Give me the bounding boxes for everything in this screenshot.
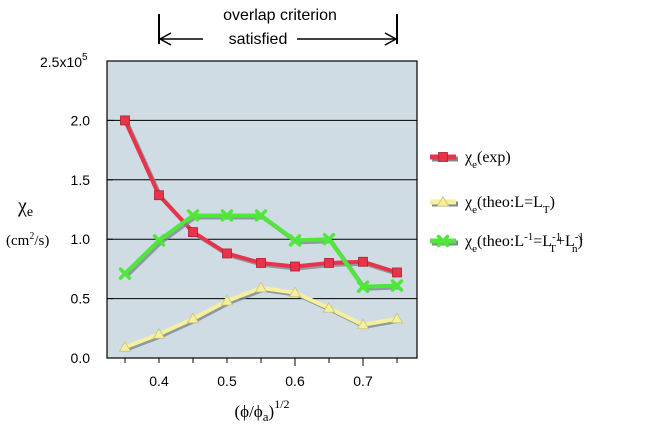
- data-point: [322, 232, 336, 246]
- y-tick-label: 1.0: [71, 231, 91, 247]
- plot-frame: [106, 60, 418, 359]
- legend: χe(exp)χe(theo:L=LT)χe(theo:L-1=L-1 T+L-1…: [430, 149, 584, 255]
- legend-label: χe(theo:L-1=L-1 T+L-1 n): [464, 231, 584, 255]
- legend-marker: [436, 195, 450, 207]
- legend-label-part: -1: [524, 231, 533, 243]
- x-axis-label-pre: (ϕ/ϕ: [234, 402, 262, 421]
- y-top-exp: 5: [82, 52, 88, 63]
- y-axis-unit-pre: (cm: [6, 233, 30, 249]
- y-tick-label: 1.5: [71, 172, 91, 188]
- annotation: overlap criterion satisfied: [158, 7, 398, 48]
- legend-label-part: -1: [575, 231, 584, 243]
- series-0: [120, 115, 402, 278]
- x-axis-label-sup: 1/2: [274, 397, 289, 411]
- y-tick-label: 0.0: [71, 350, 91, 366]
- legend-label-part: e: [472, 243, 477, 255]
- legend-item-0: χe(exp): [430, 149, 511, 171]
- data-point: [120, 115, 130, 126]
- data-point: [256, 258, 266, 268]
- legend-label-part: e: [472, 204, 477, 216]
- x-tick-label: 0.5: [217, 373, 237, 389]
- series-2: [118, 209, 404, 293]
- data-point: [152, 234, 166, 247]
- y-tick-label-top: 2.5x105: [40, 52, 88, 70]
- data-point: [222, 248, 232, 259]
- legend-label-part: T: [543, 204, 550, 216]
- y-top-base: 2.5x10: [40, 54, 82, 70]
- x-axis-label: (ϕ/ϕa)1/2: [234, 397, 289, 424]
- legend-item-2: χe(theo:L-1=L-1 T+L-1 n): [430, 231, 584, 255]
- y-axis-unit-post: /s): [34, 233, 49, 249]
- x-tick-label: 0.7: [353, 373, 373, 389]
- legend-item-1: χe(theo:L=LT): [430, 194, 555, 216]
- series: [118, 115, 404, 352]
- legend-label-part: T: [549, 243, 556, 255]
- data-point: [152, 327, 166, 339]
- data-point: [254, 281, 268, 293]
- data-point: [288, 286, 302, 298]
- x-axis-label-post: ): [269, 402, 275, 421]
- x-tick-label: 0.4: [149, 373, 169, 389]
- data-point: [254, 209, 268, 222]
- legend-label-part: e: [472, 159, 477, 171]
- legend-marker: [438, 152, 448, 162]
- y-axis-label-symbol: χ: [17, 195, 27, 217]
- x-tick-label: 0.6: [285, 373, 305, 389]
- data-point: [288, 234, 302, 247]
- y-axis-unit-sup: 2: [29, 231, 34, 242]
- data-point: [390, 312, 404, 324]
- legend-label: χe(theo:L=LT): [464, 194, 555, 216]
- annotation-arrowhead-right: [384, 32, 398, 46]
- data-point: [154, 190, 164, 201]
- y-axis-label-sub: e: [27, 205, 33, 220]
- legend-label-part: ): [550, 194, 555, 211]
- legend-label-part: ): [577, 233, 582, 250]
- data-point: [324, 258, 334, 268]
- y-tick-label: 2.0: [71, 112, 91, 128]
- data-point: [358, 256, 368, 267]
- legend-label-part: +L: [556, 233, 575, 250]
- legend-label-part: χ: [464, 149, 473, 166]
- y-axis-label: χe: [17, 195, 33, 220]
- data-point: [220, 294, 234, 306]
- y-tick-label: 0.5: [71, 291, 91, 307]
- x-axis-label-sub: a: [263, 409, 269, 424]
- data-point: [356, 318, 370, 330]
- axes: 0.0 0.5 1.0 1.5 2.0 0.4 0.5 0.6 0.7: [71, 112, 398, 389]
- legend-label-part: χ: [464, 233, 473, 250]
- data-point: [322, 301, 336, 313]
- legend-label-part: -1: [552, 231, 561, 243]
- data-point: [188, 227, 198, 237]
- data-point: [186, 312, 200, 324]
- data-point: [118, 341, 132, 352]
- legend-label-part: =L: [533, 233, 552, 250]
- y-axis-unit: (cm2/s): [6, 231, 49, 249]
- legend-label-part: n: [572, 243, 578, 255]
- data-point: [220, 209, 234, 222]
- series-1: [118, 281, 404, 352]
- legend-marker: [436, 234, 450, 248]
- annotation-line1: overlap criterion: [223, 7, 337, 24]
- axis-labels: χe (cm2/s) (ϕ/ϕa)1/2 2.5x105: [6, 52, 290, 424]
- legend-label: χe(exp): [464, 149, 511, 171]
- data-point: [390, 279, 404, 292]
- data-point: [290, 261, 300, 272]
- annotation-line2: satisfied: [229, 31, 288, 48]
- data-point: [118, 267, 132, 280]
- data-point: [392, 267, 402, 278]
- legend-label-part: χ: [464, 194, 473, 211]
- data-point: [186, 209, 200, 222]
- plot-area: [107, 61, 417, 358]
- data-point: [356, 280, 370, 293]
- legend-label-part: (theo:L=L: [477, 194, 543, 211]
- legend-label-part: (theo:L: [477, 233, 524, 250]
- annotation-arrowhead-left: [158, 32, 172, 46]
- legend-label-part: (exp): [477, 149, 511, 166]
